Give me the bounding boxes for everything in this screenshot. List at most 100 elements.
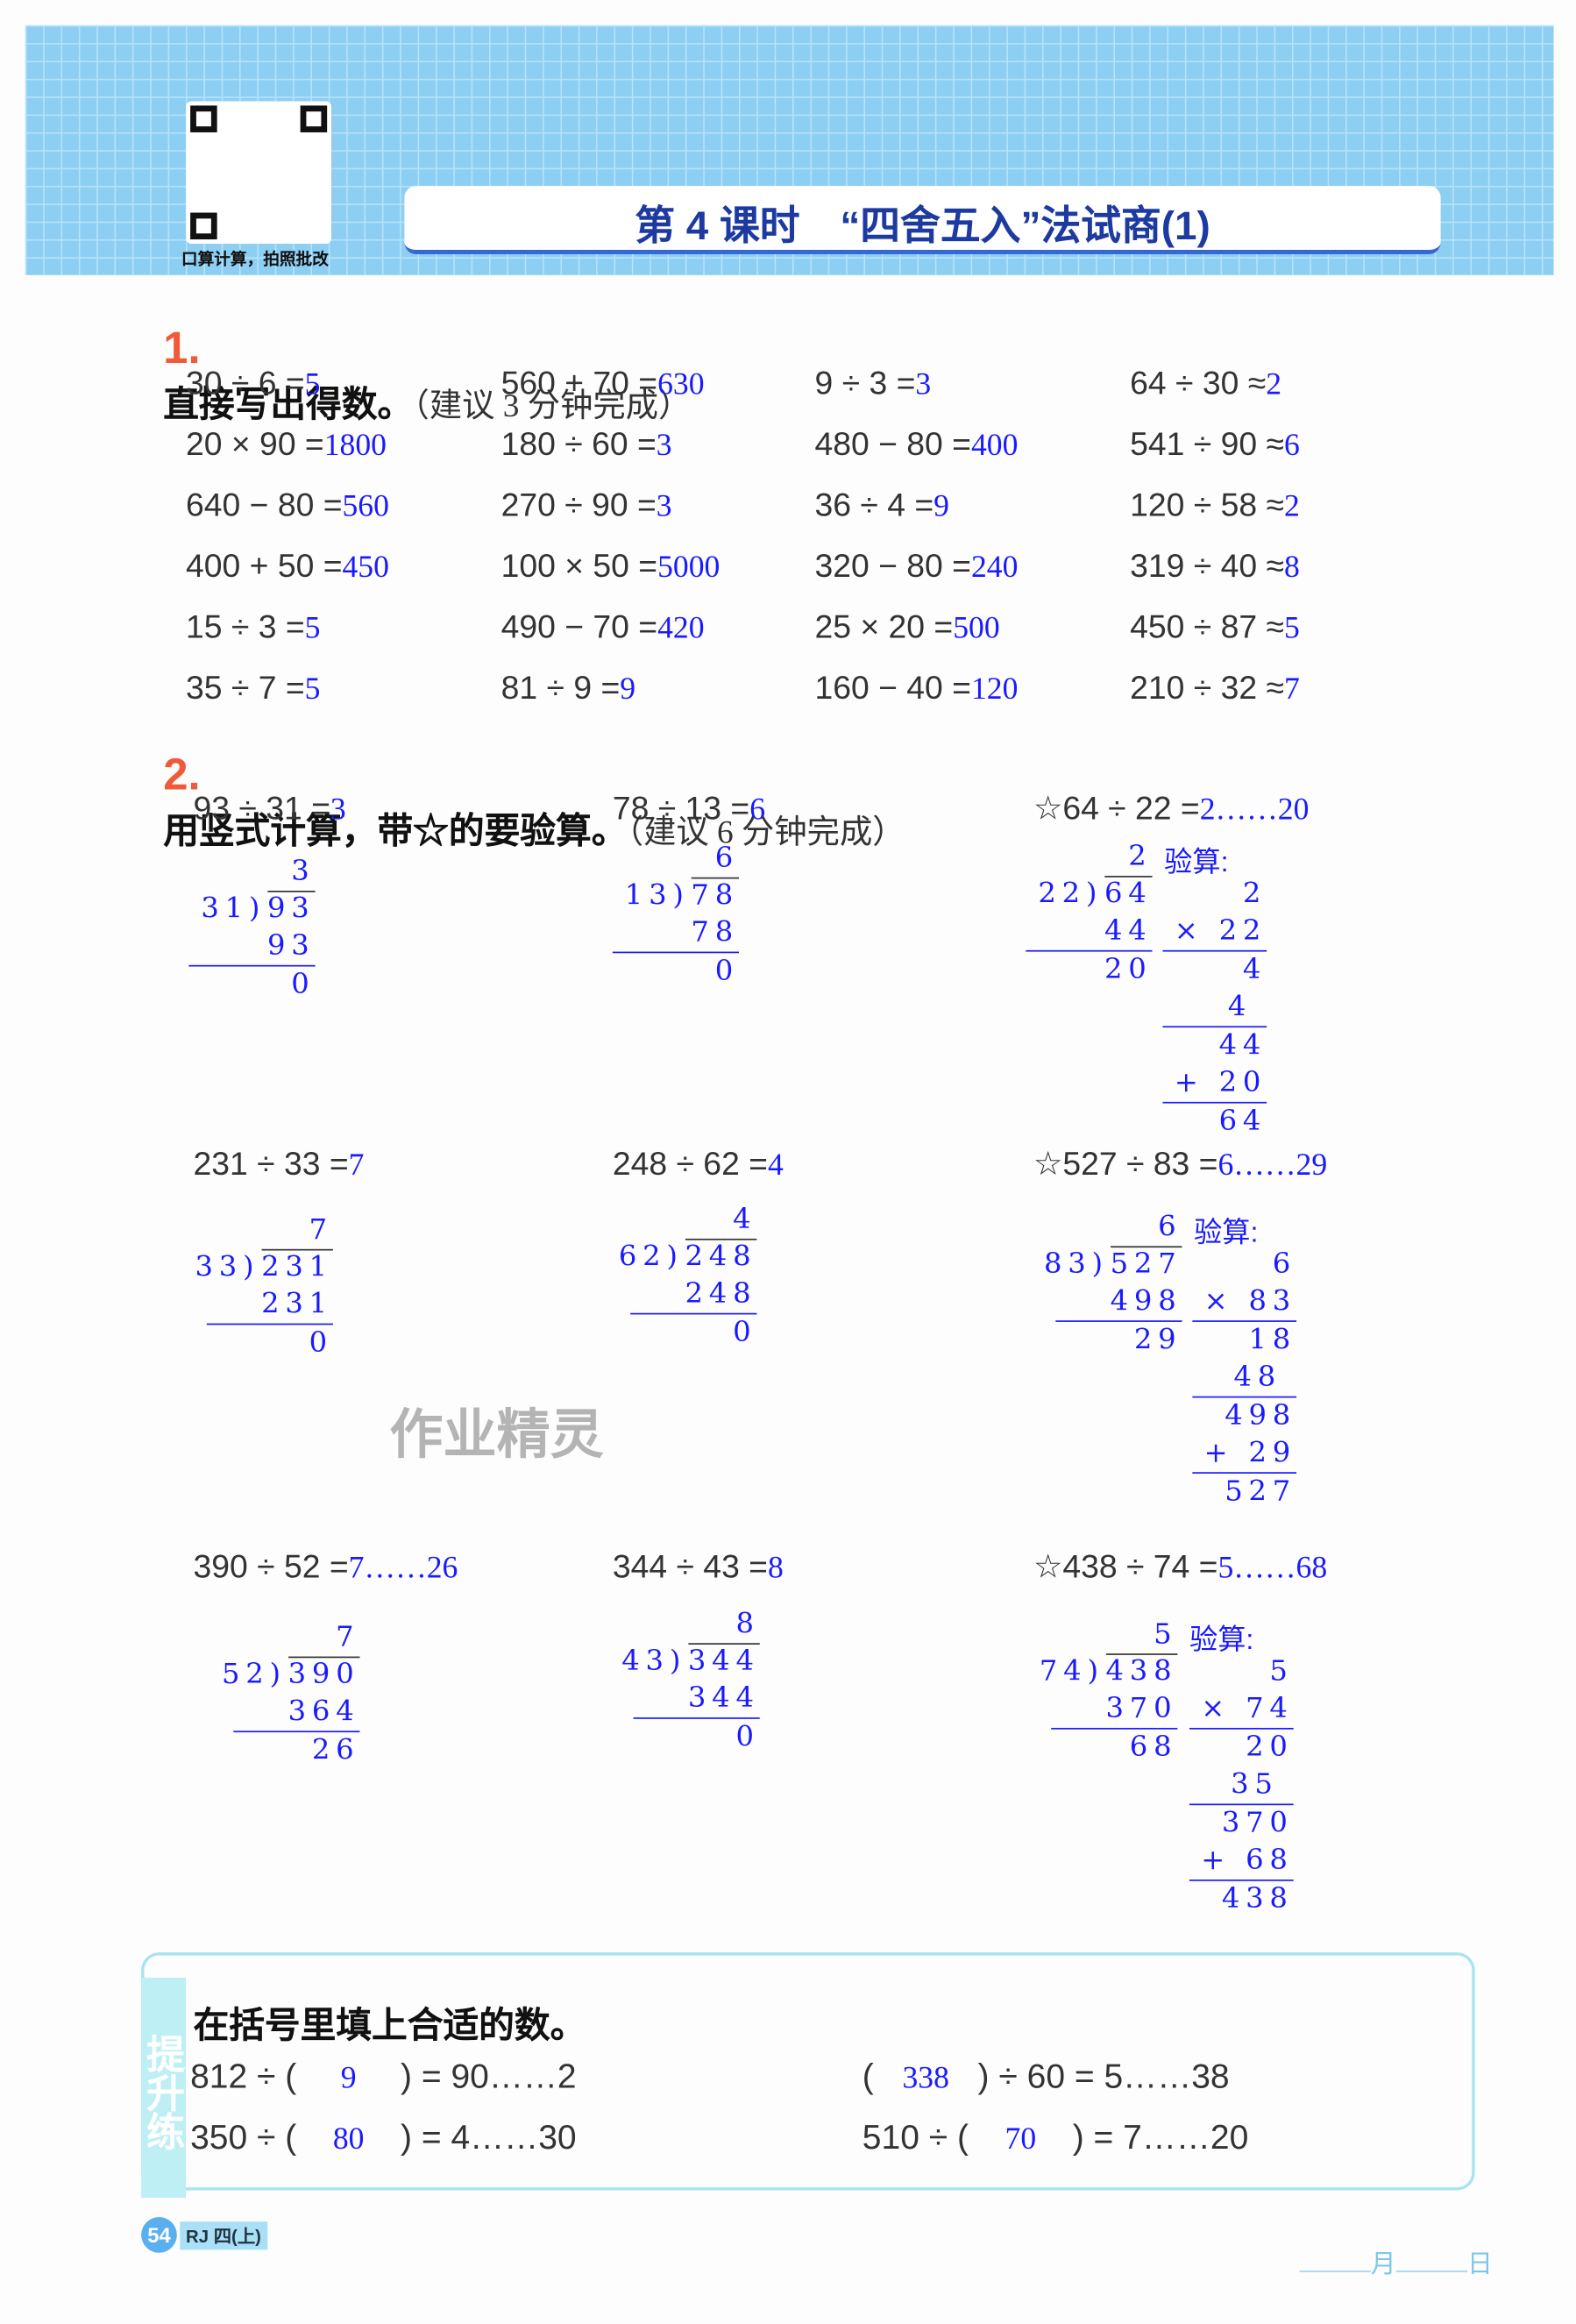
blank-answer[interactable]: 80 bbox=[332, 2120, 365, 2157]
long-division: 8 43)344 344 0 bbox=[581, 1606, 760, 1756]
qr-code[interactable] bbox=[186, 101, 332, 245]
answer: 6 bbox=[1283, 426, 1300, 463]
answer: 5 bbox=[304, 366, 321, 402]
check-row: × 22 bbox=[1162, 913, 1267, 952]
answer: 8 bbox=[767, 1549, 784, 1586]
check-row: + 29 bbox=[1192, 1435, 1297, 1474]
check-calculation: 5 × 74 20 35 370 + 68 438 bbox=[1189, 1653, 1294, 1918]
equation-text: 160 − 40 = bbox=[814, 669, 971, 707]
remainder: 68 bbox=[1129, 1731, 1178, 1764]
check-label: 验算: bbox=[1194, 1218, 1259, 1249]
answer: 3 bbox=[915, 366, 932, 402]
problem-equation: ☆527 ÷ 83 =6……29 bbox=[1033, 1145, 1327, 1183]
equation-text: 180 ÷ 60 = bbox=[500, 425, 657, 463]
remainder: 0 bbox=[714, 954, 740, 988]
blank-answer[interactable]: 338 bbox=[902, 2059, 949, 2095]
check-row: 5 bbox=[1269, 1654, 1294, 1688]
blank-answer[interactable]: 70 bbox=[1005, 2120, 1037, 2157]
divisor: 62) bbox=[618, 1240, 684, 1273]
quotient: 8 bbox=[735, 1607, 760, 1640]
check-row: 4 bbox=[1242, 953, 1267, 986]
quotient: 2 bbox=[1128, 840, 1153, 873]
equation: 20 × 90 =1800 bbox=[186, 425, 387, 464]
divisor-row: 22)64 bbox=[974, 876, 1153, 913]
equation: 320 − 80 =240 bbox=[815, 547, 1019, 586]
lesson-title-box: 第 4 课时 “四舍五入”法试商(1) bbox=[404, 186, 1441, 255]
check-calculation: 6 × 83 18 48 498 + 29 527 bbox=[1192, 1246, 1297, 1510]
remainder: 29 bbox=[1133, 1323, 1182, 1356]
answer: 3 bbox=[656, 487, 672, 524]
section-1-heading: 1. 直接写出得数。（建议 3 分钟完成） bbox=[137, 297, 691, 453]
quotient: 7 bbox=[336, 1620, 360, 1654]
remainder: 0 bbox=[309, 1326, 333, 1360]
quotient: 6 bbox=[714, 842, 740, 875]
dividend: 390 bbox=[288, 1656, 360, 1691]
equation-text: 490 − 70 = bbox=[500, 608, 658, 646]
answer: 560 bbox=[342, 487, 389, 524]
quotient: 6 bbox=[1158, 1210, 1182, 1244]
answer: 2 bbox=[1266, 366, 1282, 402]
product: 344 bbox=[633, 1681, 760, 1719]
long-division: 5 74)438 370 68 bbox=[999, 1617, 1178, 1766]
expression-end: ) ÷ 60 = 5……38 bbox=[977, 2056, 1230, 2095]
equation-text: 400 + 50 = bbox=[186, 547, 343, 585]
equation-text: 450 ÷ 87 ≈ bbox=[1130, 608, 1284, 646]
equation-text: 319 ÷ 40 ≈ bbox=[1130, 547, 1284, 585]
product: 498 bbox=[1055, 1283, 1182, 1322]
section-hint: （建议 6 分钟完成） bbox=[627, 813, 905, 851]
equation: 180 ÷ 60 =3 bbox=[501, 425, 672, 464]
long-division: 4 62)248 248 0 bbox=[579, 1202, 757, 1352]
check-row: 18 bbox=[1248, 1323, 1297, 1356]
long-division: 6 83)527 498 29 bbox=[1004, 1209, 1182, 1359]
check-row: 498 bbox=[1225, 1399, 1297, 1432]
divisor: 31) bbox=[201, 892, 266, 926]
remainder: 0 bbox=[291, 968, 316, 1001]
date-field[interactable]: 月日 bbox=[1271, 2213, 1493, 2309]
check-row: 438 bbox=[1221, 1882, 1294, 1915]
equation: 64 ÷ 30 ≈2 bbox=[1130, 365, 1281, 403]
long-division: 7 52)390 364 26 bbox=[181, 1619, 360, 1769]
equation: 120 ÷ 58 ≈2 bbox=[1130, 487, 1300, 525]
equation-text: 210 ÷ 32 ≈ bbox=[1130, 669, 1284, 707]
divisor-row: 33)231 bbox=[154, 1248, 333, 1286]
answer: 9 bbox=[620, 670, 636, 707]
answer: 1800 bbox=[323, 426, 387, 463]
fill-blank-item: (338 ) ÷ 60 = 5……38 bbox=[863, 2057, 1230, 2097]
equation-text: 93 ÷ 31 = bbox=[193, 789, 330, 828]
problem-equation: 344 ÷ 43 =8 bbox=[613, 1548, 784, 1587]
equation: 560 + 70 =630 bbox=[501, 365, 705, 403]
product: 370 bbox=[1051, 1691, 1178, 1730]
watermark: 作业精灵 bbox=[389, 1404, 604, 1465]
equation: 450 ÷ 87 ≈5 bbox=[1130, 608, 1300, 647]
equation: 81 ÷ 9 =9 bbox=[501, 669, 635, 707]
expression-end: ) = 4……30 bbox=[401, 2117, 577, 2157]
divisor: 52) bbox=[221, 1658, 287, 1691]
product: 231 bbox=[206, 1286, 333, 1325]
answer: 5……68 bbox=[1217, 1549, 1328, 1586]
problem-equation: 78 ÷ 13 =6 bbox=[613, 790, 765, 828]
long-division: 2 22)64 44 20 bbox=[974, 839, 1153, 989]
product: 364 bbox=[233, 1694, 360, 1733]
divisor-row: 13)78 bbox=[560, 877, 740, 914]
expression-start: 510 ÷ ( bbox=[862, 2117, 969, 2157]
answer: 5 bbox=[1283, 609, 1300, 646]
blank-answer[interactable]: 9 bbox=[340, 2059, 357, 2095]
product: 93 bbox=[188, 927, 316, 967]
answer: 500 bbox=[953, 609, 1000, 646]
problem-equation: ☆438 ÷ 74 =5……68 bbox=[1033, 1548, 1327, 1587]
check-row: 527 bbox=[1225, 1475, 1297, 1508]
equation-text: 248 ÷ 62 = bbox=[612, 1145, 768, 1183]
check-row: 4 bbox=[1162, 989, 1267, 1028]
section-title: 用竖式计算，带☆的要验算。 bbox=[163, 812, 628, 852]
answer: 4 bbox=[767, 1146, 784, 1183]
problem-equation: 390 ÷ 52 =7……26 bbox=[194, 1548, 458, 1587]
equation-text: 35 ÷ 7 = bbox=[186, 669, 305, 707]
equation-text: 25 × 20 = bbox=[814, 608, 954, 646]
long-division: 7 33)231 231 0 bbox=[154, 1212, 333, 1361]
answer: 5 bbox=[304, 670, 321, 707]
divisor-row: 43)344 bbox=[581, 1643, 760, 1680]
expression-start: ( bbox=[862, 2056, 874, 2095]
equation-text: 64 ÷ 30 ≈ bbox=[1130, 364, 1267, 402]
remainder: 0 bbox=[733, 1316, 757, 1349]
